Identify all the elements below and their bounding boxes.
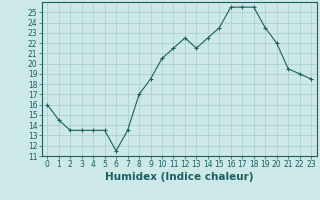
X-axis label: Humidex (Indice chaleur): Humidex (Indice chaleur): [105, 172, 253, 182]
